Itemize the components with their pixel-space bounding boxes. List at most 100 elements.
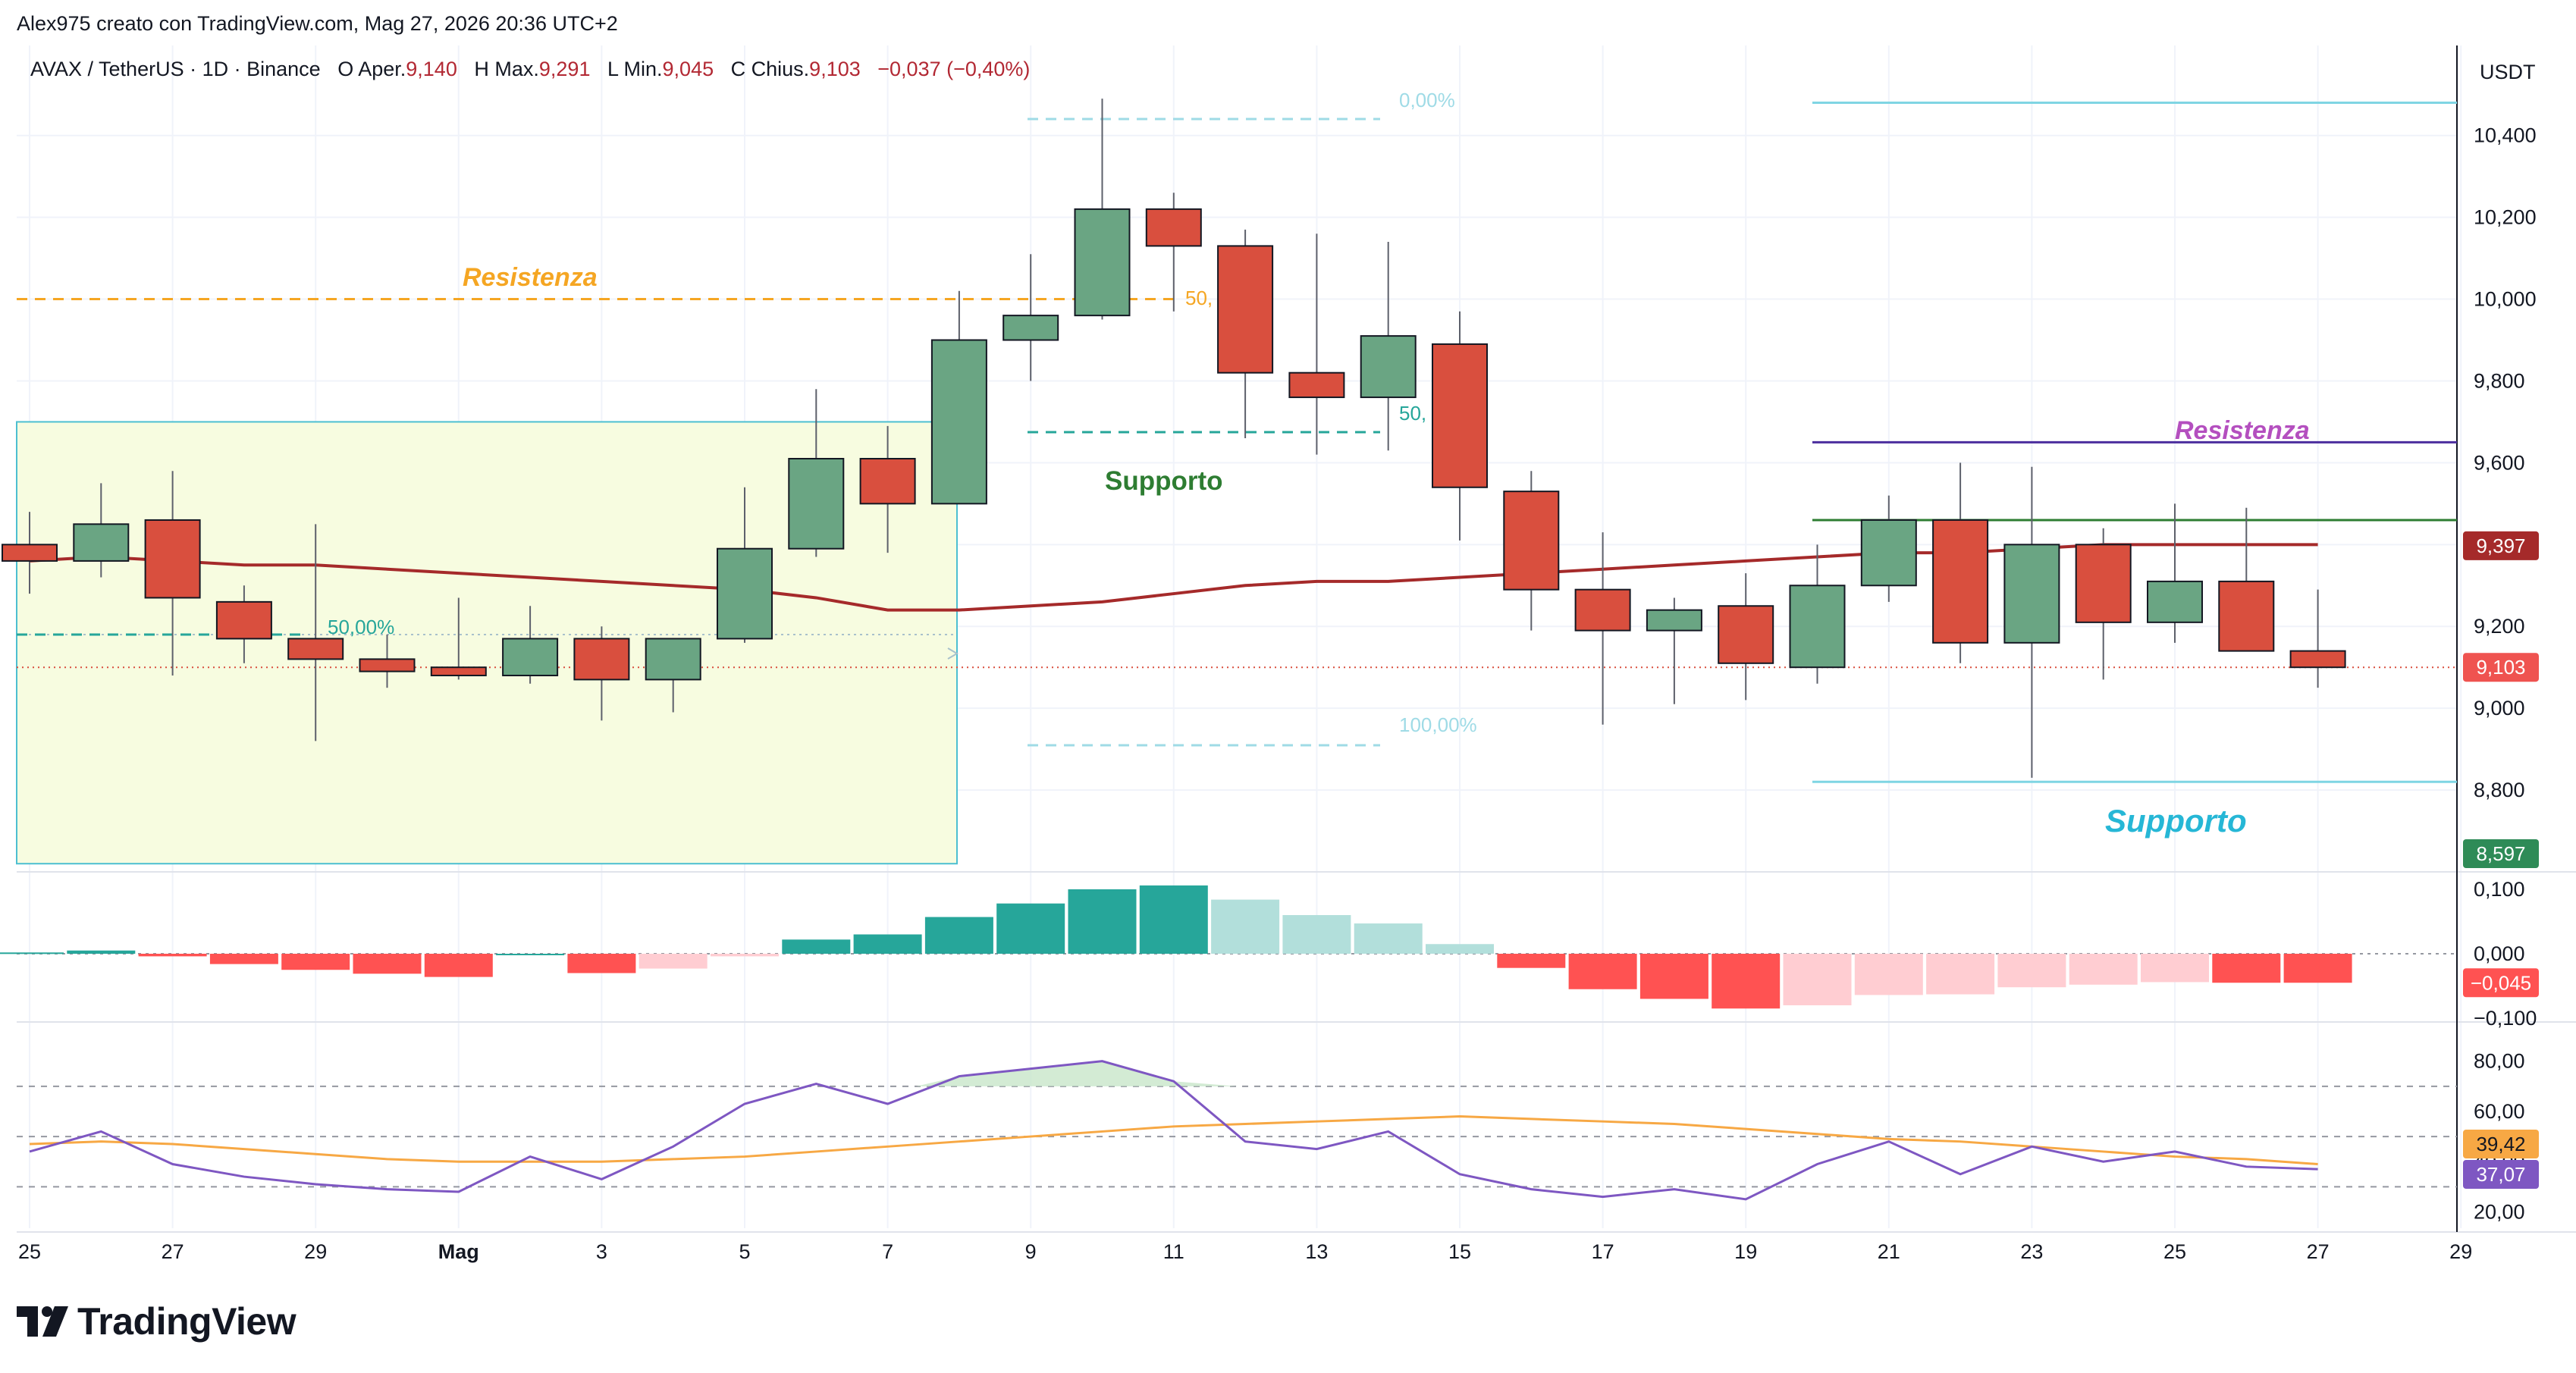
time-tick-label: 19 [1734, 1240, 1757, 1263]
macd-bar [1712, 954, 1781, 1009]
candle-body [1574, 588, 1631, 632]
price-time-axes[interactable]: USDT10,40010,20010,0009,8009,6009,4009,2… [18, 61, 2539, 1263]
symbol-legend[interactable]: AVAX / TetherUS · 1D · Binance O Aper.9,… [30, 58, 1030, 81]
candle-body [859, 458, 916, 505]
rsi-ma-line [29, 1115, 2318, 1165]
rsi-ma-badge: 39,42 [2476, 1133, 2525, 1155]
last-price-badge: 9,103 [2476, 656, 2525, 679]
candle-body [1860, 519, 1917, 587]
macd-tick-label: 0,000 [2474, 942, 2525, 965]
candle-body [717, 547, 773, 640]
price-tick-label: 10,200 [2474, 206, 2537, 229]
macd-value-badge: −0,045 [2471, 971, 2531, 994]
time-tick-label: 5 [739, 1240, 750, 1263]
candle-body [2, 544, 58, 562]
rsi-value-badge: 37,07 [2476, 1163, 2525, 1186]
high-value: 9,291 [538, 58, 591, 80]
candle-body [359, 658, 416, 672]
macd-bar [1354, 923, 1423, 954]
low-label: L [607, 58, 618, 80]
rsi-line [29, 1060, 2318, 1201]
macd-bar [67, 950, 136, 954]
close-value: 9,103 [809, 58, 861, 80]
tradingview-logo-text: TradingView [77, 1300, 297, 1343]
tradingview-logo-icon [17, 1306, 68, 1337]
macd-bar [1068, 889, 1137, 954]
symbol-name[interactable]: AVAX / TetherUS · 1D · Binance [30, 58, 321, 80]
fib-bottom-label: 100,00% [1399, 713, 1477, 736]
close-text: Chius. [751, 58, 810, 80]
rsi-indicator [17, 1060, 2457, 1201]
candle-body [1503, 491, 1560, 591]
price-tick-label: 9,600 [2474, 451, 2525, 474]
macd-bar [2283, 954, 2352, 983]
candle-body [2218, 580, 2275, 652]
range-arrow [947, 647, 959, 660]
high-text: Max. [494, 58, 539, 80]
time-tick-label: 9 [1025, 1240, 1037, 1263]
macd-value-badge-bg [2463, 968, 2539, 998]
time-tick-label: 11 [1163, 1240, 1184, 1263]
high-label: H [474, 58, 489, 80]
ma-price-badge-bg [2463, 531, 2539, 560]
candle-body [1718, 605, 1774, 664]
price-tick-label: 9,000 [2474, 697, 2525, 719]
resistance-right-label: Resistenza [2175, 416, 2310, 445]
candle-body [215, 600, 272, 640]
macd-bar [496, 954, 565, 955]
macd-bar [1926, 954, 1995, 995]
low-text: Min. [623, 58, 663, 80]
low-price-badge: 8,597 [2476, 842, 2525, 865]
candle-body [645, 638, 701, 681]
candle-body [2003, 544, 2060, 644]
open-label: O [337, 58, 354, 80]
macd-bar [2141, 954, 2209, 983]
chart-credit: Alex975 creato con TradingView.com, Mag … [17, 12, 618, 35]
candle-body [2075, 544, 2132, 623]
resistance-left-label: Resistenza [463, 263, 598, 292]
macd-bar [853, 934, 922, 954]
macd-bar [782, 939, 851, 954]
macd-histogram [0, 885, 2457, 1009]
candle-body [1002, 315, 1059, 341]
fib-left-50-label: 50,00% [328, 616, 394, 638]
candle-body [2289, 650, 2346, 669]
time-tick-label: 7 [882, 1240, 893, 1263]
macd-bar [209, 954, 278, 964]
candle-body [1288, 371, 1345, 399]
price-tick-label: 8,800 [2474, 779, 2525, 801]
price-tick-label: 10,000 [2474, 288, 2537, 311]
price-tick-label: 9,200 [2474, 615, 2525, 638]
macd-bar [567, 954, 636, 973]
time-tick-label: Mag [438, 1240, 479, 1263]
time-tick-label: 23 [2020, 1240, 2043, 1263]
macd-bar [1783, 954, 1852, 1005]
candle-body [573, 638, 630, 681]
tradingview-logo[interactable]: TradingView [17, 1299, 297, 1343]
candle-body [287, 638, 344, 660]
candle-body [1145, 208, 1202, 247]
macd-bar [1211, 899, 1280, 954]
candle-body [1074, 208, 1131, 317]
time-tick-label: 15 [1448, 1240, 1471, 1263]
macd-bar [1497, 954, 1566, 968]
rsi-tick-label: 20,00 [2474, 1200, 2525, 1223]
rsi-tick-label: 80,00 [2474, 1050, 2525, 1073]
time-tick-label: 25 [18, 1240, 41, 1263]
candle-body [2147, 580, 2203, 623]
candle-body [144, 519, 201, 599]
macd-bar [138, 954, 207, 957]
macd-bar [1426, 944, 1494, 954]
macd-tick-label: 0,100 [2474, 878, 2525, 901]
macd-bar [1568, 954, 1637, 989]
time-tick-label: 17 [1592, 1240, 1614, 1263]
candle-body [788, 458, 845, 550]
close-label: C [730, 58, 746, 80]
time-tick-label: 29 [304, 1240, 327, 1263]
candle-body [1646, 609, 1702, 632]
currency-label: USDT [2480, 61, 2536, 83]
candle-body [502, 638, 559, 676]
time-tick-label: 27 [2307, 1240, 2330, 1263]
macd-bar [281, 954, 350, 970]
